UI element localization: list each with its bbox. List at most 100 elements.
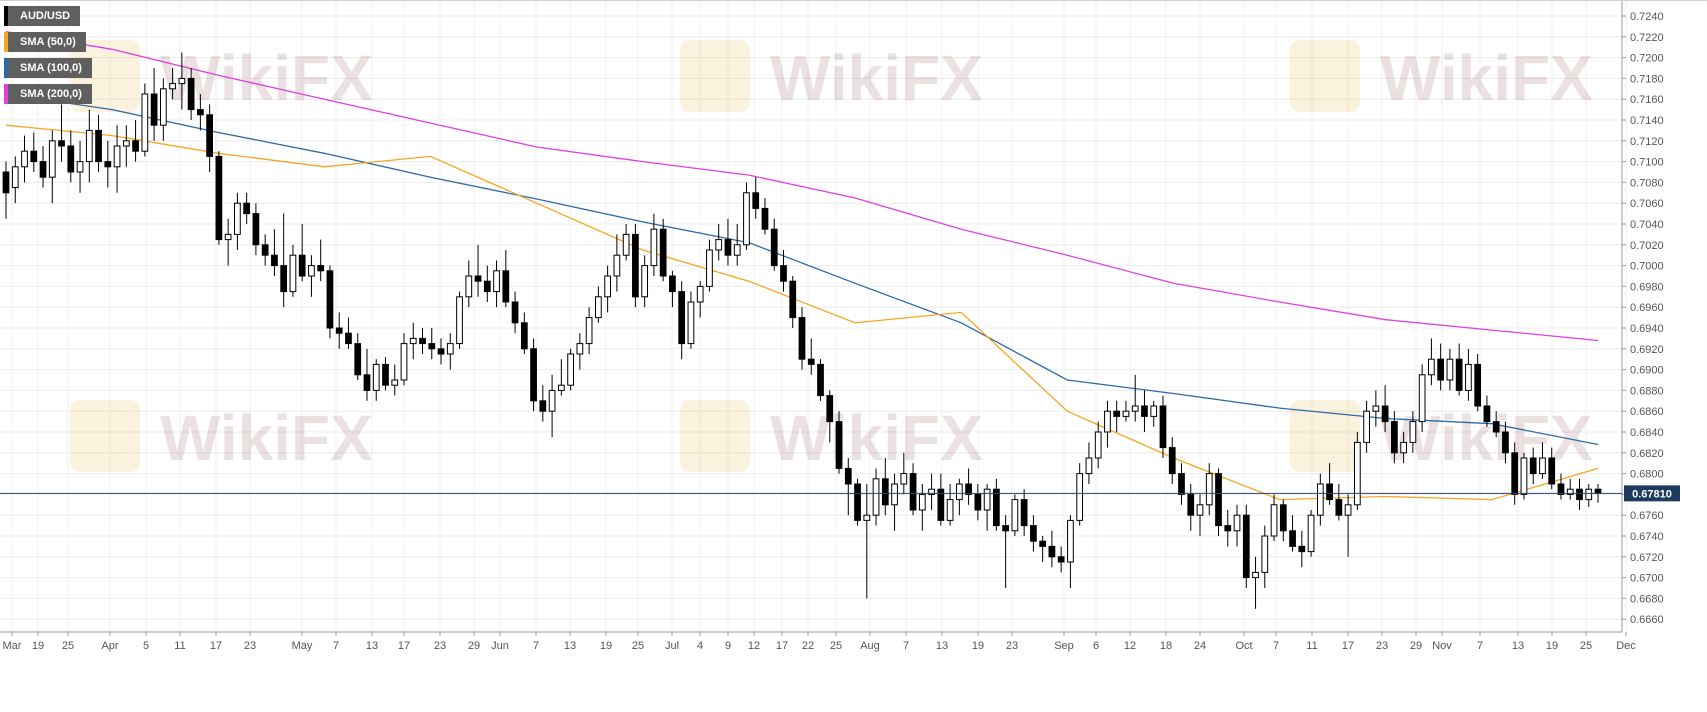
axis-layer: 0.7240 0.7220 0.7200 0.7180 0.7160 0.7140 0.71… <box>0 0 1707 652</box>
candle-body-up <box>1409 421 1417 443</box>
x-tick-label: 22 <box>802 640 814 652</box>
candle <box>493 260 500 308</box>
candle <box>169 68 176 100</box>
candle <box>1409 411 1417 453</box>
candle-body-down <box>317 265 325 272</box>
candle <box>687 291 695 349</box>
x-tick-label: 12 <box>748 640 760 652</box>
candle-body-down <box>539 400 547 412</box>
candle-body-down <box>909 473 917 511</box>
candle-body-up <box>409 337 417 345</box>
x-tick-label: 23 <box>1376 640 1388 652</box>
candle-body-up <box>1252 571 1259 579</box>
candle <box>974 484 982 521</box>
legend-item-audusd[interactable]: AUD/USD <box>4 6 81 26</box>
candle <box>1141 390 1148 432</box>
candle <box>511 291 519 334</box>
candle-body-up <box>567 353 574 386</box>
candle-body-up <box>613 254 621 277</box>
watermark: WikiFX <box>70 40 373 114</box>
candle <box>271 229 278 276</box>
legend-item-sma-100[interactable]: SMA (100,0) <box>4 58 92 78</box>
candle <box>1094 421 1102 469</box>
y-tick-label: 0.6800 <box>1630 469 1664 481</box>
candle-body-down <box>881 478 889 506</box>
candle <box>1400 432 1407 464</box>
candle-body-up <box>1372 405 1380 412</box>
candle <box>132 120 139 162</box>
candle-body-up <box>308 265 315 277</box>
y-tick-label: 0.6920 <box>1630 344 1664 356</box>
x-tick-label: 17 <box>1342 640 1354 652</box>
candle <box>826 390 834 443</box>
candle <box>761 198 769 235</box>
candle-body-up <box>113 145 121 168</box>
candle-body-up <box>1307 514 1315 553</box>
candle-body-down <box>1113 410 1121 417</box>
candle-body-up <box>863 514 871 521</box>
candle <box>1242 504 1250 588</box>
watermark: WikiFX <box>70 400 373 474</box>
candle <box>1270 494 1278 542</box>
candle-body-up <box>1428 358 1435 376</box>
y-tick-label: 0.7200 <box>1630 53 1664 65</box>
candle <box>539 385 547 422</box>
candle-body-down <box>1474 363 1482 407</box>
candle-body-down <box>835 421 843 469</box>
legend-item-sma-200[interactable]: SMA (200,0) <box>4 84 92 104</box>
candle-body-up <box>400 343 408 381</box>
candle <box>881 458 889 516</box>
watermark-text: WikiFX <box>160 402 373 474</box>
watermark-logo-icon <box>1290 40 1360 112</box>
candle <box>613 234 621 292</box>
candle <box>474 244 482 297</box>
candle <box>622 224 630 261</box>
candle <box>1048 530 1056 568</box>
candle-body-down <box>993 488 1000 527</box>
y-tick-label: 0.7160 <box>1630 94 1664 106</box>
candle <box>520 312 528 354</box>
x-tick-label: May <box>292 640 313 652</box>
candle <box>345 317 352 349</box>
x-tick-label: 5 <box>143 640 149 652</box>
candle <box>1483 395 1491 427</box>
y-tick-label: 0.6860 <box>1630 406 1664 418</box>
x-tick-label: 23 <box>244 640 256 652</box>
y-tick-label: 0.6760 <box>1630 510 1664 522</box>
last-price-badge <box>1624 485 1680 502</box>
candle <box>724 218 732 266</box>
candle <box>502 250 510 308</box>
candle <box>1215 468 1222 536</box>
candle-body-down <box>30 150 38 163</box>
x-tick-label: 19 <box>600 640 612 652</box>
candle-body-down <box>1326 483 1333 501</box>
candle <box>30 132 38 172</box>
y-tick-label: 0.6700 <box>1630 573 1664 585</box>
x-tick-label: 13 <box>936 640 948 652</box>
candle <box>1326 463 1333 505</box>
candle <box>437 338 445 365</box>
candle <box>2 161 10 219</box>
candle-body-down <box>1483 405 1491 423</box>
candle <box>1391 411 1398 464</box>
candle-body-up <box>85 129 93 163</box>
candle <box>95 114 102 172</box>
candle-body-down <box>437 348 445 355</box>
candle <box>854 478 861 526</box>
candle <box>1011 494 1019 536</box>
candle-body-down <box>669 275 676 293</box>
x-tick-label: 19 <box>1546 640 1558 652</box>
candle-body-down <box>511 301 519 324</box>
legend-item-sma-50[interactable]: SMA (50,0) <box>4 32 86 52</box>
candle-body-down <box>1242 514 1250 579</box>
candle-body-down <box>132 140 139 152</box>
watermark-text: WikiFX <box>770 402 983 474</box>
candle <box>993 478 1000 531</box>
candle <box>872 468 880 526</box>
candle-body-down <box>1178 473 1185 495</box>
candle <box>1187 484 1195 531</box>
y-tick-label: 0.7240 <box>1630 11 1664 23</box>
candle-body-down <box>1215 473 1222 527</box>
candle <box>1344 494 1352 557</box>
candle-body-down <box>1141 405 1148 417</box>
